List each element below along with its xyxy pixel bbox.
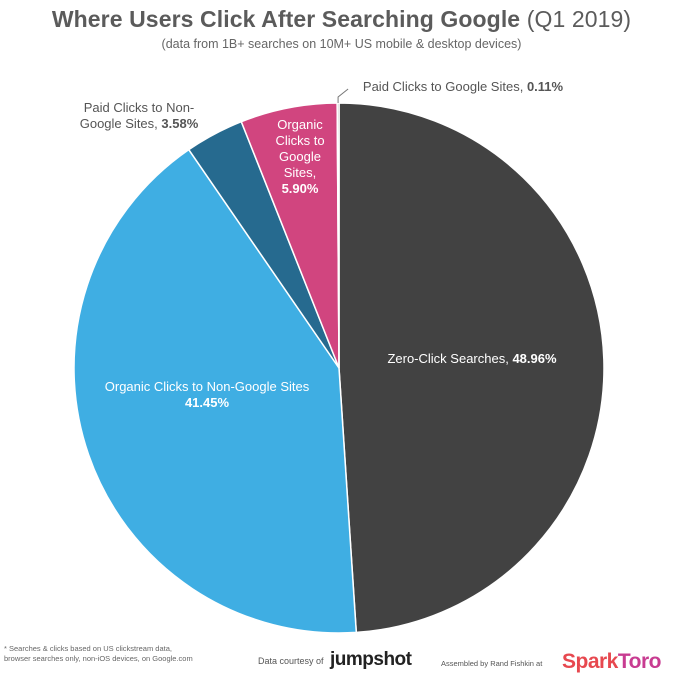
label-organic-clicks-to-google-sites: Organic Clicks to Google Sites, 5.90% <box>275 117 324 196</box>
label-paid-clicks-to-non-google-sites: Paid Clicks to Non-Google Sites, 3.58% <box>80 100 199 131</box>
label-organic-clicks-to-non-google-sites: Organic Clicks to Non-Google Sites 41.45% <box>105 379 310 410</box>
chart-title-main: Where Users Click After Searching Google <box>51 6 521 32</box>
label-zero-click-searches: Zero-Click Searches, 48.96% <box>387 351 557 366</box>
chart-subtitle: (data from 1B+ searches on 10M+ US mobil… <box>161 37 522 51</box>
footnote-line-1: * Searches & clicks based on US clickstr… <box>4 644 172 653</box>
sparktoro-logo-part2: Toro <box>617 650 662 673</box>
chart-title: Where Users Click After Searching Google… <box>0 6 683 33</box>
data-courtesy-label: Data courtesy of <box>258 656 324 666</box>
jumpshot-logo: jumpshot <box>330 649 412 670</box>
leader-line-paid-clicks-to-google-sites <box>337 88 349 104</box>
sparktoro-logo-part1: Spark <box>562 650 618 673</box>
sparktoro-logo: SparkToro <box>562 650 661 674</box>
pie-slice-zero-click-searches <box>338 102 605 634</box>
pie-slice-organic-clicks-to-non-google-sites <box>73 148 358 634</box>
label-paid-clicks-to-google-sites: Paid Clicks to Google Sites, 0.11% <box>363 79 564 94</box>
footnote: * Searches & clicks based on US clickstr… <box>4 644 234 664</box>
assembled-by-label: Assembled by Rand Fishkin at <box>441 659 543 668</box>
footnote-line-2: browser searches only, non-iOS devices, … <box>4 654 193 663</box>
chart-title-suffix: (Q1 2019) <box>526 6 632 32</box>
